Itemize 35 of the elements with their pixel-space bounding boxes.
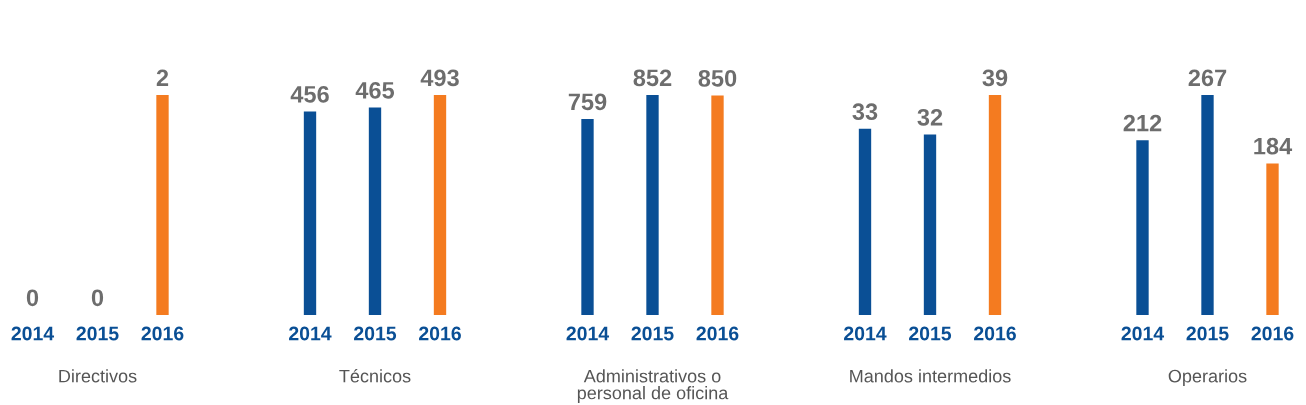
x-tick-label: 2015 <box>631 326 674 341</box>
data-label: 39 <box>982 69 1008 87</box>
x-tick-label: 2015 <box>1186 326 1229 341</box>
data-label: 267 <box>1188 69 1227 87</box>
data-label: 759 <box>568 93 607 111</box>
x-tick-label: 2014 <box>11 326 55 341</box>
x-tick-label: 2016 <box>974 326 1016 341</box>
x-axis-title: Operarios <box>1168 369 1247 387</box>
data-label: 465 <box>355 81 395 99</box>
x-tick-label: 2015 <box>76 326 119 341</box>
data-label: 0 <box>91 289 104 307</box>
x-tick-label: 2015 <box>909 326 952 341</box>
data-label: 2 <box>156 69 169 86</box>
x-axis-title: Técnicos <box>339 369 411 383</box>
data-label: 850 <box>698 69 737 87</box>
x-tick-label: 2016 <box>141 326 184 341</box>
x-tick-label: 2014 <box>1121 326 1165 341</box>
x-tick-label: 2016 <box>1251 326 1294 341</box>
x-tick-label: 2015 <box>354 326 397 341</box>
x-axis-title: Directivos <box>59 369 137 383</box>
data-label: 184 <box>1254 137 1293 155</box>
data-label: 456 <box>290 85 329 103</box>
x-tick-label: 2014 <box>566 326 610 341</box>
data-label: 32 <box>917 108 943 126</box>
x-axis-title: Administrativos o personal de oficina <box>577 369 729 403</box>
data-label: 212 <box>1123 114 1162 132</box>
data-label: 493 <box>420 69 459 87</box>
data-label: 0 <box>26 289 39 307</box>
x-tick-label: 2014 <box>844 326 887 341</box>
x-tick-label: 2016 <box>696 326 739 341</box>
data-label: 852 <box>633 69 672 87</box>
x-tick-label: 2016 <box>419 326 461 341</box>
x-axis-title: Mandos intermedios <box>850 369 1011 383</box>
x-tick-label: 2014 <box>289 326 332 341</box>
data-label: 33 <box>852 103 878 121</box>
